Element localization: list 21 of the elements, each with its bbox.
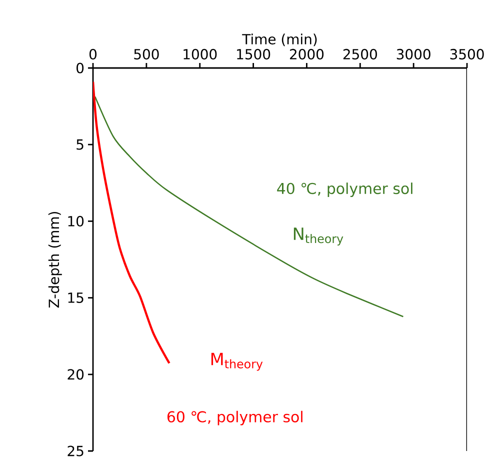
- y-tick-label: 5: [76, 139, 84, 150]
- y-tick-label: 10: [68, 216, 84, 226]
- y-tick-label: 20: [68, 369, 84, 380]
- series-label: N$_{theory}$: [294, 228, 344, 246]
- x-axis-title: Time (min): [242, 34, 317, 46]
- annotation: 60 ℃, polymer sol: [167, 410, 302, 426]
- x-tick-label: 3000: [396, 48, 430, 60]
- x-tick-label: 1000: [184, 48, 217, 60]
- text: M$_{theory}$: [211, 352, 263, 371]
- x-tick-label: 1500: [237, 48, 270, 60]
- x-tick-label: 500: [134, 48, 159, 60]
- x-tick-label: 2000: [290, 48, 324, 60]
- y-tick-label: 25: [68, 446, 84, 456]
- y-tick-label: 0: [76, 62, 84, 74]
- x-tick-label: 2500: [343, 48, 377, 60]
- annotation: 40 ℃, polymer sol: [277, 182, 412, 198]
- x-tick-label: 3500: [450, 48, 484, 60]
- line-series: [93, 80, 170, 364]
- y-axis-title: Z-depth (mm): [48, 212, 62, 308]
- y-tick-label: 15: [68, 292, 84, 303]
- x-tick-label: 0: [89, 48, 97, 60]
